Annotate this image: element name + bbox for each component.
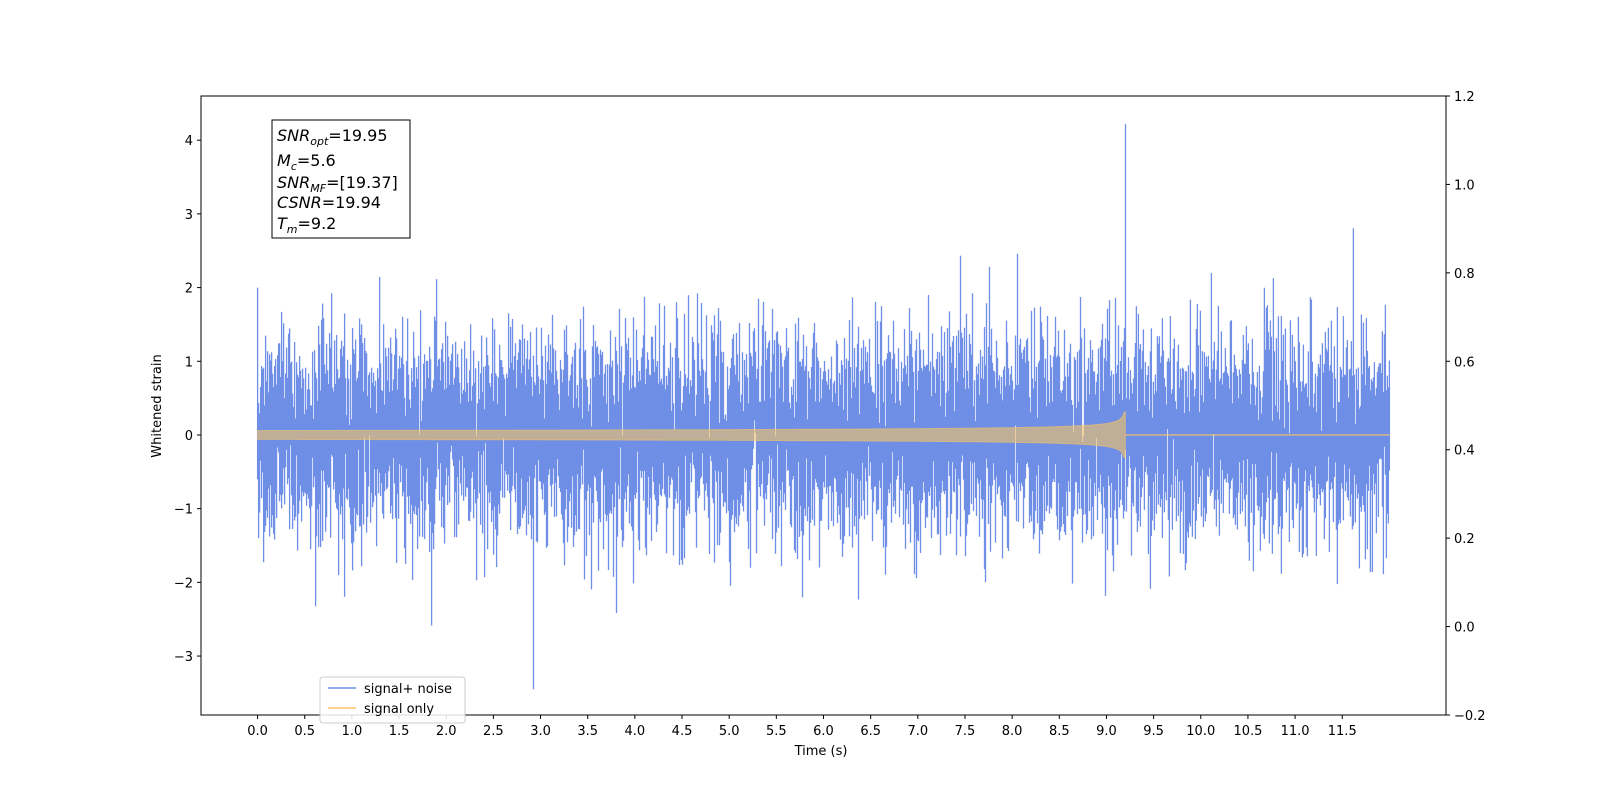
y-tick-label: 4 bbox=[185, 134, 193, 149]
legend-frame bbox=[319, 676, 466, 724]
y2-tick-label: 0.8 bbox=[1454, 267, 1475, 282]
x-tick-label: 2.0 bbox=[436, 724, 457, 739]
y2-tick-label: −0.2 bbox=[1454, 709, 1486, 724]
y2-tick-label: 0.2 bbox=[1454, 532, 1475, 547]
y2-tick-label: 0.0 bbox=[1454, 621, 1475, 636]
x-tick-label: 9.0 bbox=[1096, 724, 1117, 739]
x-tick-label: 0.0 bbox=[247, 724, 268, 739]
y2-tick-label: 0.6 bbox=[1454, 355, 1475, 370]
y-tick-label: −1 bbox=[174, 503, 193, 518]
y-tick-label: 2 bbox=[185, 282, 193, 297]
y2-axis: −0.2 0.0 0.2 0.4 0.6 0.8 1.0 1.2 bbox=[1446, 90, 1486, 724]
x-tick-label: 8.0 bbox=[1002, 724, 1023, 739]
x-tick-label: 10.0 bbox=[1186, 724, 1215, 739]
x-tick-label: 7.5 bbox=[955, 724, 976, 739]
info-csnr: CSNR=19.94 bbox=[277, 193, 381, 212]
x-tick-label: 5.5 bbox=[766, 724, 787, 739]
x-axis-title: Time (s) bbox=[794, 744, 848, 759]
x-tick-label: 2.5 bbox=[483, 724, 504, 739]
x-tick-label: 6.0 bbox=[813, 724, 834, 739]
series-layer bbox=[256, 124, 1391, 690]
x-tick-label: 0.5 bbox=[294, 724, 315, 739]
y-tick-label: −3 bbox=[174, 650, 193, 665]
x-tick-label: 1.5 bbox=[389, 724, 410, 739]
x-tick-label: 6.5 bbox=[860, 724, 881, 739]
y2-tick-label: 0.4 bbox=[1454, 444, 1475, 459]
y2-tick-label: 1.0 bbox=[1454, 178, 1475, 193]
x-tick-label: 4.0 bbox=[625, 724, 646, 739]
x-tick-label: 4.5 bbox=[672, 724, 693, 739]
series-signal-only bbox=[257, 410, 1126, 460]
y2-tick-label: 1.2 bbox=[1454, 90, 1475, 105]
info-tm: Tm=9.2 bbox=[277, 214, 336, 236]
x-tick-label: 8.5 bbox=[1049, 724, 1070, 739]
info-snr-mf: SNRMF=[19.37] bbox=[277, 173, 398, 195]
x-axis: 0.0 0.5 1.0 1.5 2.0 2.5 3.0 3.5 4.0 4.5 5.0 5.5 6.0 6… bbox=[247, 715, 1357, 739]
x-tick-label: 5.0 bbox=[719, 724, 740, 739]
y-axis-title: Whitened strain bbox=[150, 354, 165, 457]
x-tick-label: 11.0 bbox=[1281, 724, 1310, 739]
legend-label-signal-only: signal only bbox=[364, 702, 434, 717]
y-tick-label: 1 bbox=[185, 355, 193, 370]
info-mc: Mc=5.6 bbox=[277, 151, 336, 173]
info-snr-opt: SNRopt=19.95 bbox=[277, 126, 388, 148]
x-tick-label: 9.5 bbox=[1143, 724, 1164, 739]
series-signal-noise bbox=[256, 124, 1391, 690]
y-tick-label: 3 bbox=[185, 208, 193, 223]
y-tick-label: 0 bbox=[185, 429, 193, 444]
info-box: SNRopt=19.95 Mc=5.6 SNRMF=[19.37] CSNR=1… bbox=[271, 119, 411, 239]
x-tick-label: 11.5 bbox=[1328, 724, 1357, 739]
y-tick-label: −2 bbox=[174, 576, 193, 591]
info-box-frame bbox=[271, 119, 411, 239]
x-tick-label: 3.0 bbox=[530, 724, 551, 739]
x-tick-label: 1.0 bbox=[342, 724, 363, 739]
legend-label-signal-noise: signal+ noise bbox=[364, 682, 452, 697]
x-tick-label: 10.5 bbox=[1233, 724, 1262, 739]
x-tick-label: 7.0 bbox=[907, 724, 928, 739]
legend: signal+ noise signal only bbox=[319, 676, 466, 724]
x-tick-label: 3.5 bbox=[577, 724, 598, 739]
y-axis: −3 −2 −1 0 1 2 3 4 bbox=[174, 134, 201, 665]
